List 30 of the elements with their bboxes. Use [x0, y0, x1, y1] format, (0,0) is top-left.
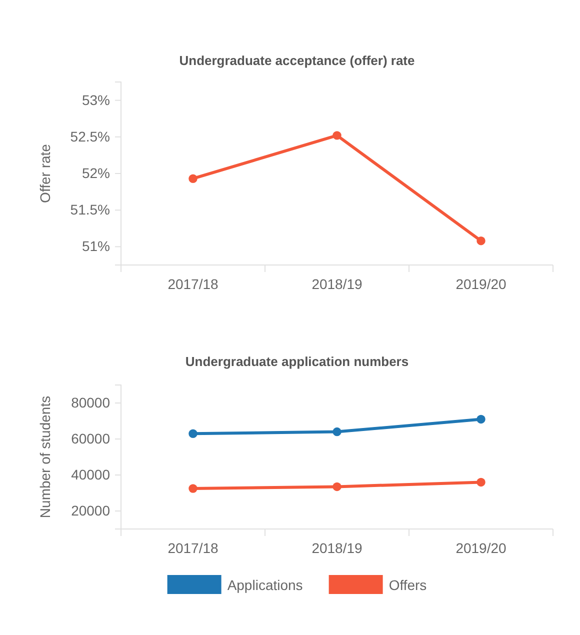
x-tick-label: 2019/20: [456, 540, 507, 556]
point: [332, 427, 342, 436]
y-tick-label: 51%: [82, 238, 110, 254]
chart-title: Undergraduate application numbers: [185, 354, 409, 369]
y-tick-label: 51.5%: [70, 202, 110, 218]
point: [476, 414, 486, 424]
y-tick-label: 40000: [71, 466, 110, 482]
legend-label: Offers: [388, 577, 427, 593]
y-tick-label: 80000: [71, 394, 110, 410]
x-tick-label: 2017/18: [168, 276, 219, 292]
y-tick-label: 60000: [71, 430, 110, 446]
y-tick-label: 53%: [82, 92, 110, 108]
y-tick-label: 20000: [71, 502, 110, 518]
x-tick-label: 2019/20: [456, 276, 507, 292]
y-axis-title: Number of students: [37, 396, 53, 518]
point: [332, 482, 342, 492]
x-tick-label: 2018/19: [312, 540, 363, 556]
point: [476, 478, 486, 487]
y-axis-title: Offer rate: [37, 144, 53, 203]
y-tick-label: 52%: [82, 164, 110, 181]
x-tick-label: 2017/18: [168, 540, 219, 556]
point: [188, 174, 198, 183]
x-tick-label: 2018/19: [312, 276, 363, 292]
point: [332, 131, 342, 140]
y-tick-label: 52.5%: [70, 128, 110, 144]
point: [476, 236, 486, 246]
point: [188, 484, 198, 493]
legend-label: Applications: [227, 577, 303, 593]
point: [188, 429, 198, 438]
chart-title: Undergraduate acceptance (offer) rate: [179, 53, 415, 68]
